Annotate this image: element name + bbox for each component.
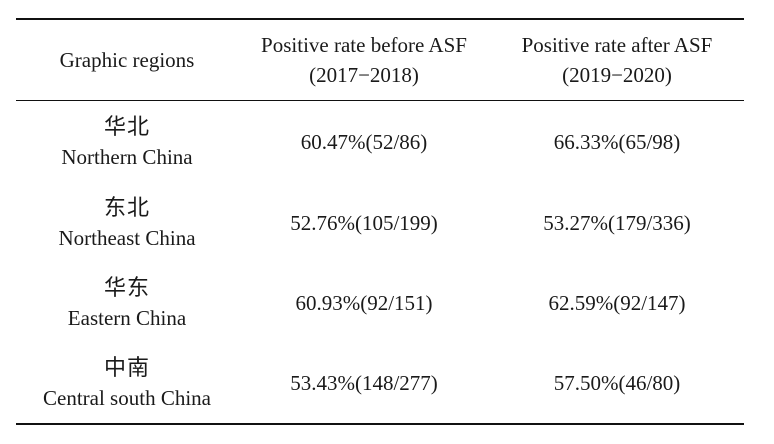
header-graphic-regions-label: Graphic regions [59,48,195,72]
table-header: Graphic regions Positive rate before ASF… [16,19,744,101]
after-asf-cell: 66.33%(65/98) [553,129,681,154]
positive-rate-table: Graphic regions Positive rate before ASF… [16,18,744,425]
table-row: 中南 Central south China 53.43%(148/277) 5… [16,343,744,424]
region-cell: 华北 Northern China [16,101,238,184]
region-cell: 华东 Eastern China [16,263,238,343]
region-chinese-name: 华东 [103,276,150,301]
region-cell: 中南 Central south China [16,343,238,424]
before-asf-cell: 60.93%(92/151) [295,290,433,315]
region-english-name: Eastern China [67,306,187,330]
before-asf-cell: 52.76%(105/199) [290,210,438,235]
header-before-asf-label: Positive rate before ASF [261,33,467,57]
table-row: 东北 Northeast China 52.76%(105/199) 53.27… [16,183,744,263]
after-asf-cell: 62.59%(92/147) [548,290,686,315]
before-asf-cell: 60.47%(52/86) [300,129,428,154]
region-cell: 东北 Northeast China [16,183,238,263]
header-after-asf-label: Positive rate after ASF [521,33,713,57]
header-row: Graphic regions Positive rate before ASF… [16,19,744,101]
table-body: 华北 Northern China 60.47%(52/86) 66.33%(6… [16,101,744,424]
before-asf-cell: 53.43%(148/277) [290,370,438,395]
header-after-asf: Positive rate after ASF (2019−2020) [490,19,744,101]
region-chinese-name: 中南 [103,356,150,381]
region-chinese-name: 华北 [103,115,150,140]
data-table-container: Graphic regions Positive rate before ASF… [16,18,744,425]
after-asf-cell: 57.50%(46/80) [553,370,681,395]
header-before-asf-years: (2017−2018) [309,63,419,87]
header-after-asf-years: (2019−2020) [562,63,672,87]
header-before-asf: Positive rate before ASF (2017−2018) [238,19,490,101]
region-english-name: Central south China [43,386,211,410]
region-english-name: Northern China [61,145,193,169]
region-chinese-name: 东北 [103,196,150,221]
header-graphic-regions: Graphic regions [16,19,238,101]
table-row: 华东 Eastern China 60.93%(92/151) 62.59%(9… [16,263,744,343]
region-english-name: Northeast China [58,226,196,250]
after-asf-cell: 53.27%(179/336) [543,210,691,235]
table-row: 华北 Northern China 60.47%(52/86) 66.33%(6… [16,101,744,184]
